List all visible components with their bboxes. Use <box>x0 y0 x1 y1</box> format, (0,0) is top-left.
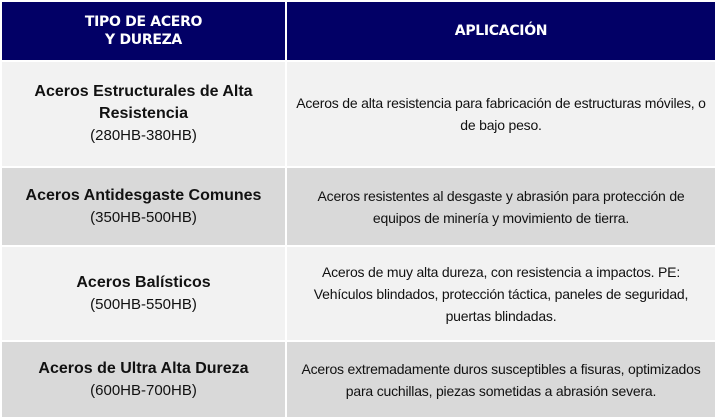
application-cell: Aceros de alta resistencia para fabricac… <box>285 60 717 168</box>
steel-type-cell: Aceros Antidesgaste Comunes (350HB-500HB) <box>0 166 287 247</box>
application-cell: Aceros de muy alta dureza, con resistenc… <box>285 245 717 342</box>
application-cell: Aceros extremadamente duros susceptibles… <box>285 340 717 419</box>
table-row: Aceros Estructurales de Alta Resistencia… <box>0 60 717 168</box>
table-row: Aceros de Ultra Alta Dureza (600HB-700HB)… <box>0 340 717 419</box>
header-line: Y DUREZA <box>105 32 182 48</box>
table-row: Aceros Antidesgaste Comunes (350HB-500HB)… <box>0 166 717 247</box>
hardness-range: (350HB-500HB) <box>90 208 197 226</box>
header-application: APLICACIÓN <box>285 0 717 62</box>
steel-type-cell: Aceros Balísticos (500HB-550HB) <box>0 245 287 342</box>
application-cell: Aceros resistentes al desgaste y abrasió… <box>285 166 717 247</box>
steel-name: Aceros Balísticos <box>76 273 211 291</box>
steel-type-cell: Aceros de Ultra Alta Dureza (600HB-700HB) <box>0 340 287 419</box>
hardness-range: (500HB-550HB) <box>90 295 197 313</box>
steel-name: Aceros Antidesgaste Comunes <box>25 186 262 204</box>
hardness-range: (600HB-700HB) <box>90 381 197 399</box>
header-steel-type: TIPO DE ACERO Y DUREZA <box>0 0 287 62</box>
header-line: TIPO DE ACERO <box>84 14 203 30</box>
steel-name: Aceros de Ultra Alta Dureza <box>38 359 249 377</box>
header-row: TIPO DE ACERO Y DUREZA APLICACIÓN <box>0 0 717 62</box>
steel-type-cell: Aceros Estructurales de Alta Resistencia… <box>0 60 287 168</box>
steel-name: Aceros Estructurales de Alta Resistencia <box>34 83 253 122</box>
hardness-range: (280HB-380HB) <box>90 127 197 144</box>
table-row: Aceros Balísticos (500HB-550HB) Aceros de… <box>0 245 717 342</box>
